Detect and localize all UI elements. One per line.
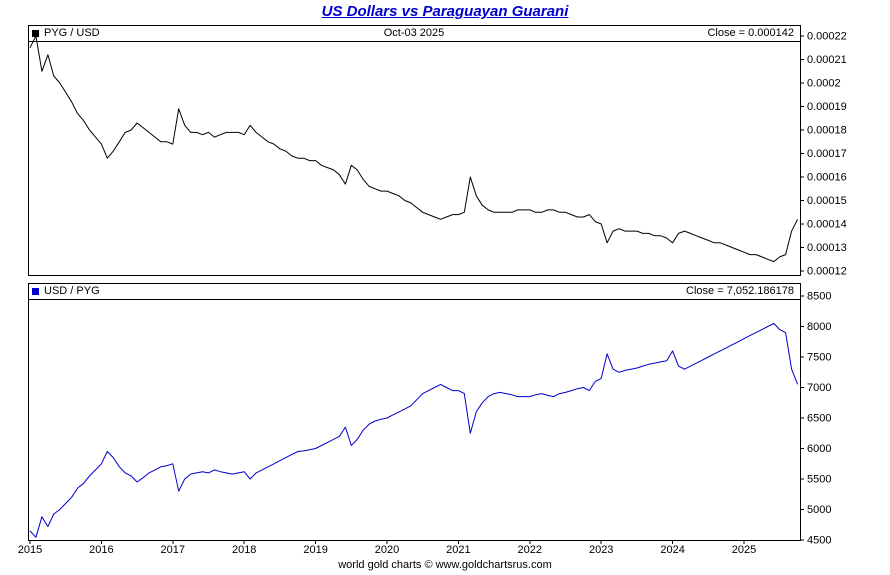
usd-pyg-close-label: Close = 7,052.186178 <box>686 285 794 297</box>
y-tick-label: 4500 <box>807 535 831 547</box>
x-tick-label: 2021 <box>446 544 470 556</box>
y-tick-label: 0.00022 <box>807 31 847 43</box>
x-tick-label: 2025 <box>732 544 756 556</box>
y-tick-label: 5000 <box>807 504 831 516</box>
usd-pyg-panel-border <box>28 283 801 541</box>
y-tick-label: 0.00015 <box>807 195 847 207</box>
y-tick-label: 0.00021 <box>807 54 847 66</box>
x-tick-label: 2020 <box>375 544 399 556</box>
legend-pyg-usd: PYG / USD <box>32 27 100 39</box>
y-tick-label: 0.00016 <box>807 172 847 184</box>
pyg-usd-marker <box>32 29 39 37</box>
y-tick-label: 6000 <box>807 443 831 455</box>
legend-pyg-usd-label: PYG / USD <box>44 27 100 39</box>
pyg-usd-close-label: Close = 0.000142 <box>707 27 794 39</box>
usd-pyg-line <box>29 322 799 538</box>
x-tick-label: 2015 <box>18 544 42 556</box>
usd-pyg-marker <box>32 287 39 295</box>
y-tick-label: 0.00017 <box>807 148 847 160</box>
pyg-usd-line <box>29 35 799 263</box>
x-tick-label: 2023 <box>589 544 613 556</box>
y-tick-label: 8000 <box>807 321 831 333</box>
date-label: Oct-03 2025 <box>383 27 445 39</box>
legend-usd-pyg-label: USD / PYG <box>44 285 100 297</box>
y-tick-label: 0.0002 <box>807 78 841 90</box>
x-tick-label: 2024 <box>660 544 684 556</box>
y-tick-label: 0.00014 <box>807 219 847 231</box>
y-tick-label: 6500 <box>807 413 831 425</box>
y-tick-label: 0.00018 <box>807 125 847 137</box>
y-tick-label: 7500 <box>807 352 831 364</box>
legend-usd-pyg: USD / PYG <box>32 285 100 297</box>
x-tick-label: 2022 <box>518 544 542 556</box>
chart-title: US Dollars vs Paraguayan Guarani <box>321 3 569 20</box>
y-tick-label: 5500 <box>807 474 831 486</box>
pyg-usd-panel-border <box>28 25 801 276</box>
y-tick-label: 0.00013 <box>807 242 847 254</box>
y-tick-label: 0.00012 <box>807 266 847 278</box>
y-tick-label: 7000 <box>807 382 831 394</box>
x-tick-label: 2016 <box>89 544 113 556</box>
x-tick-label: 2019 <box>303 544 327 556</box>
x-tick-label: 2017 <box>161 544 185 556</box>
footer-credit: world gold charts © www.goldchartsrus.co… <box>338 559 552 571</box>
y-tick-label: 8500 <box>807 291 831 303</box>
x-tick-label: 2018 <box>232 544 256 556</box>
y-tick-label: 0.00019 <box>807 101 847 113</box>
